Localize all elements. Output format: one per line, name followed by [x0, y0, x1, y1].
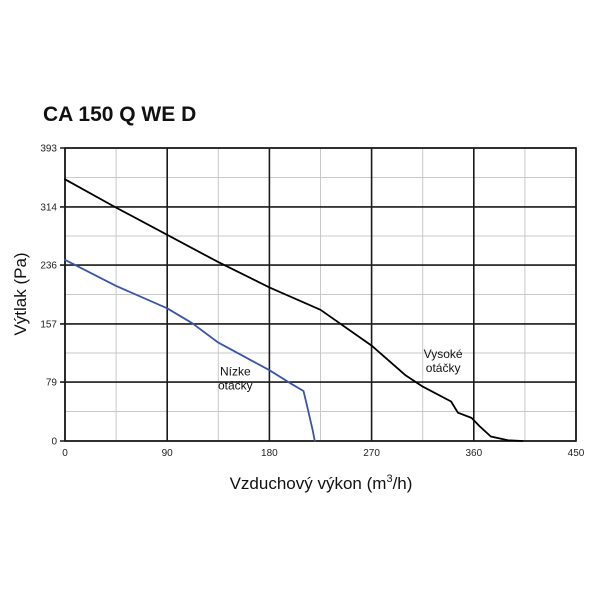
plot-frame — [64, 147, 577, 442]
curve-label-high: Vysoké otáčky — [424, 347, 463, 375]
y-tick-label: 79 — [46, 378, 58, 389]
y-tick-label: 236 — [40, 261, 57, 272]
series-line-high-speed — [64, 178, 524, 442]
y-tick-label: 393 — [40, 144, 57, 155]
minor-grid — [65, 148, 576, 441]
y-axis-label: Výtlak (Pa) — [11, 252, 30, 335]
x-tick-label: 360 — [465, 448, 482, 459]
annotations: Vysoké otáčky Nízke otáčky — [218, 347, 463, 392]
y-tick-labels: 0 79 157 236 314 393 — [40, 144, 57, 448]
y-tick-label: 314 — [40, 202, 57, 213]
x-tick-label: 90 — [162, 448, 174, 459]
x-tick-label: 450 — [568, 448, 585, 459]
series-line-low-speed — [64, 258, 316, 442]
y-tick-label: 0 — [51, 437, 57, 448]
y-tick-label: 157 — [40, 319, 57, 330]
x-tick-labels: 0 90 180 270 360 450 — [62, 448, 585, 459]
curve-label-low: Nízke otáčky — [218, 364, 253, 392]
chart-title: CA 150 Q WE D — [43, 103, 196, 126]
x-axis-label: Vzduchový výkon (m3/h) — [230, 473, 413, 493]
x-tick-label: 0 — [62, 448, 68, 459]
x-tick-label: 270 — [363, 448, 380, 459]
series-layer — [64, 178, 524, 442]
x-tick-label: 180 — [261, 448, 278, 459]
